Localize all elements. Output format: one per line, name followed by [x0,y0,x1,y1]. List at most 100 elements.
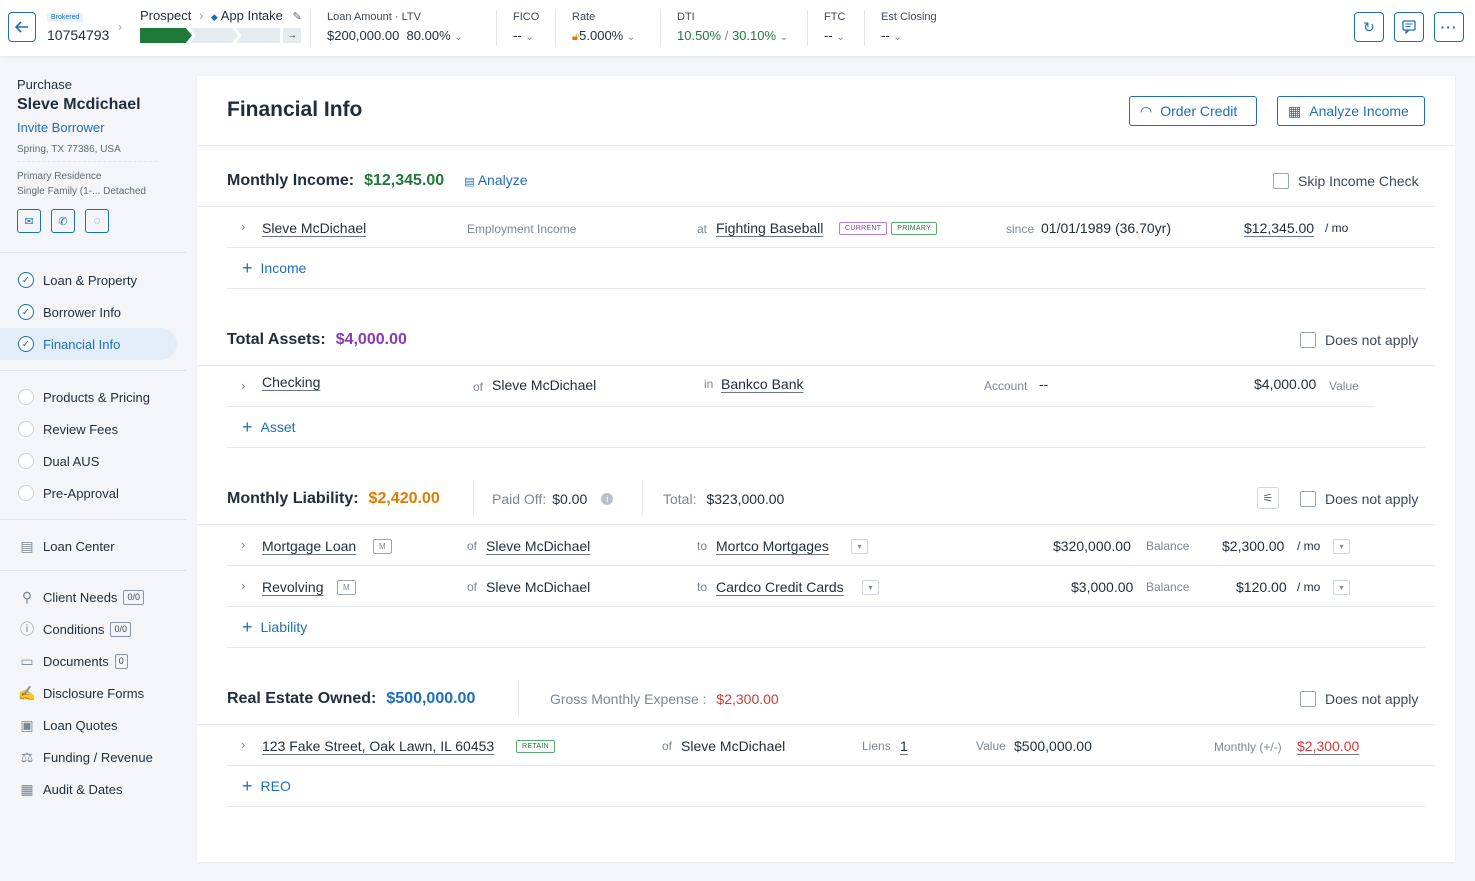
divider [310,10,311,46]
loan-number[interactable]: 10754793 [47,27,110,43]
creditor-dropdown[interactable]: ▾ [862,579,879,595]
nav-loan-center[interactable]: ▤ Loan Center [0,530,177,562]
nav-loan-property[interactable]: ✓ Loan & Property [0,264,177,296]
divider [864,10,865,46]
email-button[interactable]: ✉ [17,209,41,233]
nav-financial-info[interactable]: ✓ Financial Info [0,328,177,360]
liability-row[interactable]: › Revolving M of Sleve McDichael to Card… [227,566,1435,607]
divider [197,145,1455,146]
gross-expense-summary: Gross Monthly Expense : $2,300.00 [550,691,779,707]
nav-funding-revenue[interactable]: ⚖ Funding / Revenue [0,741,177,773]
liability-balance: $320,000.00 [1053,538,1131,554]
nav-conditions[interactable]: ⓘ Conditions 0/0 [0,613,177,645]
borrower-name[interactable]: Sleve Mcdichael [17,96,141,113]
reo-address[interactable]: 123 Fake Street, Oak Lawn, IL 60453 [262,738,495,754]
messages-button[interactable] [1394,12,1424,42]
bank-name[interactable]: Bankco Bank [721,376,804,392]
nav-review-fees[interactable]: Review Fees [0,413,177,445]
chevron-right-icon[interactable]: › [241,737,246,752]
income-borrower[interactable]: Sleve McDichael [262,220,367,236]
est-closing-metric[interactable]: Est Closing -- ⌄ [881,11,937,43]
more-button[interactable]: ··· [1434,12,1464,42]
fico-metric[interactable]: FICO -- ⌄ [513,11,539,43]
loan-amount-metric[interactable]: Loan Amount · LTV $200,000.00 80.00% ⌄ [327,11,463,43]
info-icon[interactable]: i [601,493,614,505]
refresh-button[interactable]: ↻ [1354,12,1384,42]
invite-borrower-link[interactable]: Invite Borrower [17,120,105,135]
stage-progress-bar: → [140,28,301,43]
checkbox[interactable] [1300,491,1316,507]
in-label: in [704,377,714,391]
top-bar: Brokered 10754793 › Prospect › ◆ App Int… [0,0,1475,56]
ftc-metric[interactable]: FTC -- ⌄ [824,11,845,43]
chevron-down-icon: ⌄ [626,32,636,43]
skip-income-check[interactable]: Skip Income Check [1273,173,1419,189]
assets-does-not-apply[interactable]: Does not apply [1300,332,1418,348]
current-tag: CURRENT [839,221,888,235]
chevron-right-icon[interactable]: › [241,578,246,593]
asset-type[interactable]: Checking [262,374,321,390]
add-liability-button[interactable]: + Liability [227,607,1425,648]
order-credit-button[interactable]: ◠ Order Credit [1129,96,1257,126]
back-button[interactable] [8,12,36,42]
checkbox[interactable] [1273,173,1289,189]
rate-metric[interactable]: Rate 🔓︎5.000% ⌄ [572,11,635,44]
reo-monthly[interactable]: $2,300.00 [1297,738,1360,754]
income-amount[interactable]: $12,345.00 [1244,220,1315,236]
creditor-name[interactable]: Mortco Mortgages [716,538,829,554]
liability-type[interactable]: Mortgage Loan [262,538,357,554]
checkbox[interactable] [1300,691,1316,707]
nav-dual-aus[interactable]: Dual AUS [0,445,177,477]
chevron-right-icon[interactable]: › [241,219,246,234]
reo-does-not-apply[interactable]: Does not apply [1300,691,1418,707]
document-icon: ▭ [20,652,34,669]
chevron-right-icon[interactable]: › [241,378,246,393]
add-income-button[interactable]: + Income [227,248,1425,289]
employer-name[interactable]: Fighting Baseball [716,220,824,236]
arrow-right-icon: → [287,30,297,41]
nav-loan-quotes[interactable]: ▣ Loan Quotes [0,709,177,741]
more-icon: ··· [1440,19,1458,35]
nav-pre-approval[interactable]: Pre-Approval [0,477,177,509]
liens-count[interactable]: 1 [900,738,908,754]
liability-row[interactable]: › Mortgage Loan M of Sleve McDichael to … [227,525,1435,566]
chevron-right-icon[interactable]: › [241,537,246,552]
stage-breadcrumb[interactable]: Prospect › ◆ App Intake ✎ [140,8,302,23]
reo-row[interactable]: › 123 Fake Street, Oak Lawn, IL 60453 RE… [227,725,1435,766]
income-row[interactable]: › Sleve McDichael Employment Income at F… [227,207,1435,248]
nav-products-pricing[interactable]: Products & Pricing [0,381,177,413]
add-reo-button[interactable]: + REO [227,766,1425,807]
payment-dropdown[interactable]: ▾ [1333,538,1350,554]
section-title: Monthly Income: [227,172,355,189]
checkbox[interactable] [1300,332,1316,348]
liability-does-not-apply[interactable]: Does not apply [1300,491,1418,507]
nav-disclosure-forms[interactable]: ✍ Disclosure Forms [0,677,177,709]
liability-type[interactable]: Revolving [262,579,324,595]
asset-row[interactable]: › Checking of Sleve McDichael in Bankco … [227,366,1375,407]
creditor-dropdown[interactable]: ▾ [851,538,868,554]
dti-metric[interactable]: DTI 10.50% / 30.10% ⌄ [677,11,788,43]
filter-settings-button[interactable]: ⚟ [1257,487,1279,509]
plus-icon: + [242,616,253,637]
liability-owner[interactable]: Sleve McDichael [486,538,591,554]
income-total: $12,345.00 [364,172,445,189]
nav-audit-dates[interactable]: ▦ Audit & Dates [0,773,177,805]
chevron-down-icon: ⌄ [525,32,534,43]
pencil-icon[interactable]: ✎ [292,11,302,23]
divider [518,680,519,716]
add-label: Income [260,260,307,276]
phone-button[interactable]: ✆ [51,209,75,233]
add-asset-button[interactable]: + Asset [227,407,1425,448]
analyze-income-button[interactable]: ▦ Analyze Income [1277,96,1425,126]
next-stage-button[interactable]: → [283,28,301,43]
manual-tag: M [373,538,392,554]
analyze-label: Analyze [477,172,528,188]
nav-client-needs[interactable]: ⚲ Client Needs 0/0 [0,581,177,613]
nav-borrower-info[interactable]: ✓ Borrower Info [0,296,177,328]
payment-dropdown[interactable]: ▾ [1333,579,1350,595]
creditor-name[interactable]: Cardco Credit Cards [716,579,844,595]
checkbox-label: Does not apply [1325,332,1419,348]
chat-button[interactable]: ◌ [85,209,109,233]
nav-documents[interactable]: ▭ Documents 0 [0,645,177,677]
analyze-link[interactable]: ▤ Analyze [464,172,527,188]
